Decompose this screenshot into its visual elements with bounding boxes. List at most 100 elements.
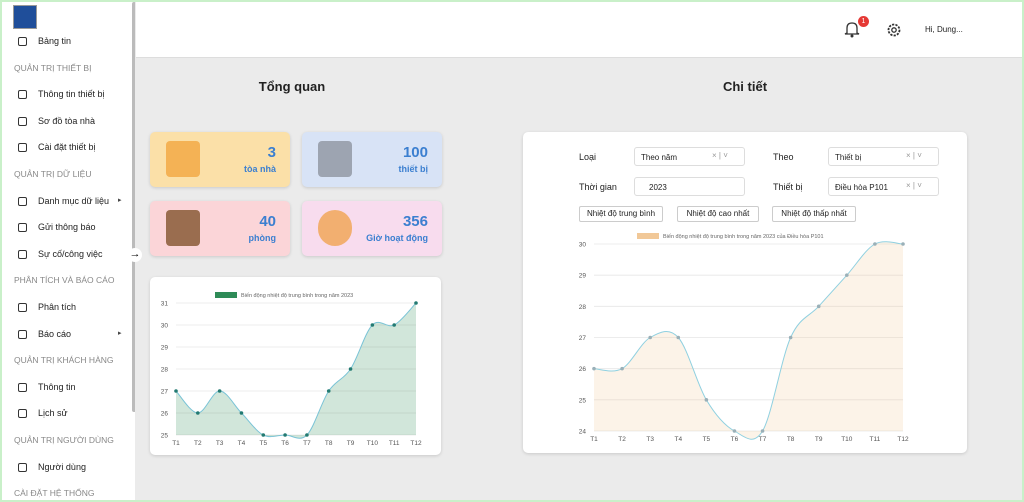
sidebar-icon xyxy=(18,196,27,206)
stat-card[interactable]: 100 thiết bị xyxy=(302,132,442,187)
sidebar-item[interactable]: Thông tin xyxy=(38,381,76,392)
select-controls[interactable]: × | ˅ xyxy=(712,151,728,160)
sidebar-item[interactable]: Báo cáo xyxy=(38,328,72,339)
filter-select[interactable]: Điều hòa P101 xyxy=(828,177,939,196)
x-tick-label: T8 xyxy=(325,440,333,447)
sidebar-icon xyxy=(18,303,27,312)
sidebar-item[interactable]: Cài đặt thiết bị xyxy=(38,142,96,153)
x-tick-label: T9 xyxy=(347,440,355,447)
logo[interactable] xyxy=(13,5,37,29)
select-controls[interactable]: × | ˅ xyxy=(906,151,922,160)
y-tick-label: 31 xyxy=(161,301,169,308)
x-tick-label: T3 xyxy=(216,440,224,447)
submenu-chevron[interactable]: ▸ xyxy=(118,329,122,337)
x-tick-label: T7 xyxy=(759,436,767,443)
stat-card[interactable]: 356 Giờ hoạt động xyxy=(302,201,442,256)
x-tick-label: T11 xyxy=(870,436,881,443)
legend-swatch xyxy=(215,292,237,298)
legend-label: Biến động nhiệt độ trung bình trong năm … xyxy=(663,233,824,240)
data-point xyxy=(620,366,624,371)
x-tick-label: T1 xyxy=(172,440,180,447)
date-input[interactable]: 2023 xyxy=(634,177,745,196)
data-point xyxy=(788,335,793,340)
sidebar-icon xyxy=(18,143,27,153)
x-tick-label: T4 xyxy=(674,436,682,443)
x-tick-label: T5 xyxy=(259,440,267,447)
chart-toggle-button[interactable]: Nhiệt độ thấp nhất xyxy=(772,206,856,222)
scrollbar[interactable] xyxy=(132,2,135,412)
x-tick-label: T10 xyxy=(841,436,853,443)
x-tick-label: T12 xyxy=(410,440,422,447)
data-point xyxy=(901,242,905,246)
filter-label: Loại xyxy=(579,152,597,162)
x-tick-label: T11 xyxy=(389,440,400,447)
x-tick-label: T1 xyxy=(590,436,598,443)
data-point xyxy=(348,367,353,371)
sidebar-section: QUẢN TRỊ THIẾT BỊ xyxy=(14,62,92,73)
stat-label: Giờ hoạt động xyxy=(366,233,428,243)
sidebar-section: QUẢN TRỊ KHÁCH HÀNG xyxy=(14,355,114,366)
data-point xyxy=(732,429,737,433)
chart-toggle-button[interactable]: Nhiệt độ cao nhất xyxy=(677,206,759,222)
stat-value: 356 xyxy=(402,213,428,230)
stat-card[interactable]: 3 tòa nhà xyxy=(150,132,290,187)
filter-select[interactable]: Thiết bị xyxy=(828,147,939,166)
x-tick-label: T6 xyxy=(731,436,739,443)
y-tick-label: 29 xyxy=(161,345,169,352)
sidebar-item[interactable]: Phân tích xyxy=(38,302,77,312)
chart-toggle-button[interactable]: Nhiệt độ trung bình xyxy=(579,206,663,222)
area xyxy=(594,241,903,440)
y-tick-label: 30 xyxy=(579,242,587,249)
collapse-arrow[interactable]: → xyxy=(128,248,142,262)
bell-icon[interactable] xyxy=(844,20,860,38)
data-point xyxy=(873,242,877,246)
sidebar-icon xyxy=(18,223,27,233)
data-point xyxy=(305,433,309,437)
y-tick-label: 28 xyxy=(161,367,169,374)
sidebar-section: QUẢN TRỊ DỮ LIỆU xyxy=(14,169,92,179)
x-tick-label: T3 xyxy=(646,436,654,443)
stat-card[interactable]: 40 phòng xyxy=(150,201,290,256)
greeting[interactable]: Hi, Dung... xyxy=(925,25,963,34)
x-tick-label: T4 xyxy=(238,440,246,447)
sidebar-section: PHÂN TÍCH VÀ BÁO CÁO xyxy=(14,275,115,286)
data-point xyxy=(217,389,222,393)
filter-label: Theo xyxy=(773,152,794,162)
sidebar-section: CÀI ĐẶT HỆ THỐNG xyxy=(14,488,95,499)
data-point xyxy=(261,433,266,437)
line xyxy=(175,302,417,439)
notification-badge: 1 xyxy=(858,16,869,27)
sidebar-item[interactable]: Sự cố/công việc xyxy=(38,248,103,259)
y-tick-label: 29 xyxy=(579,273,587,280)
sidebar-icon xyxy=(18,329,27,339)
filter-select[interactable]: Theo năm xyxy=(634,147,745,166)
data-point xyxy=(239,411,244,415)
sidebar-icon xyxy=(18,37,27,46)
data-point xyxy=(414,301,418,305)
filter-label: Thiết bị xyxy=(773,182,803,192)
sidebar-item[interactable]: Gửi thông báo xyxy=(38,222,96,233)
stat-value: 100 xyxy=(402,144,428,161)
data-point xyxy=(392,323,396,327)
data-point xyxy=(196,411,200,415)
x-tick-label: T12 xyxy=(897,436,909,443)
y-tick-label: 27 xyxy=(579,335,587,342)
submenu-chevron[interactable]: ▸ xyxy=(118,196,122,204)
data-point xyxy=(845,273,849,277)
sidebar-icon xyxy=(18,249,27,259)
sidebar-item[interactable]: Lịch sử xyxy=(38,408,68,419)
select-controls[interactable]: × | ˅ xyxy=(906,181,922,190)
x-tick-label: T7 xyxy=(303,440,311,447)
sidebar-item[interactable]: Bảng tin xyxy=(38,36,72,46)
y-tick-label: 27 xyxy=(161,389,169,396)
sidebar-section: QUẢN TRỊ NGƯỜI DÙNG xyxy=(14,435,114,445)
y-tick-label: 26 xyxy=(579,366,587,373)
sidebar-item[interactable]: Thông tin thiết bị xyxy=(38,89,105,100)
stat-value: 3 xyxy=(267,144,276,161)
settings-icon[interactable] xyxy=(886,22,902,38)
sidebar-item[interactable]: Danh mục dữ liệu xyxy=(38,195,110,206)
data-point xyxy=(592,366,596,371)
sidebar-item[interactable]: Sơ đồ tòa nhà xyxy=(38,115,95,126)
sidebar-item[interactable]: Người dùng xyxy=(38,461,86,472)
